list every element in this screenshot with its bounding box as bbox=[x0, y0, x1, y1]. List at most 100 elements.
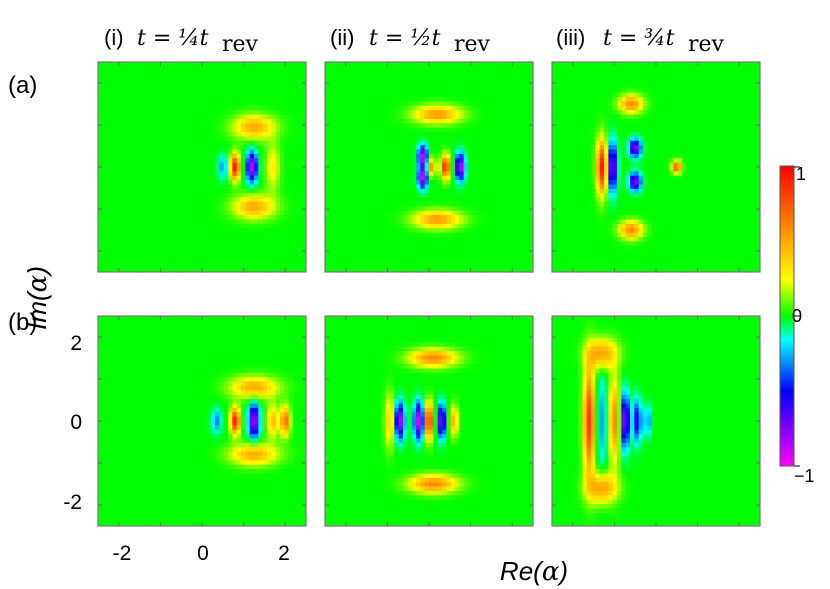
heatmap-cell bbox=[167, 263, 173, 269]
heatmap-cell bbox=[176, 180, 181, 186]
heatmap-cell bbox=[346, 97, 352, 102]
heatmap-cell bbox=[463, 188, 469, 194]
heatmap-cell bbox=[232, 215, 238, 221]
heatmap-cell bbox=[725, 70, 731, 76]
heatmap-cell bbox=[463, 193, 469, 199]
heatmap-cell bbox=[433, 206, 439, 212]
heatmap-cell bbox=[197, 237, 203, 242]
heatmap-cell bbox=[111, 184, 116, 190]
heatmap-cell bbox=[429, 171, 434, 177]
heatmap-cell bbox=[245, 62, 251, 67]
heatmap-cell bbox=[145, 219, 151, 225]
heatmap-cell bbox=[481, 197, 486, 203]
heatmap-cell bbox=[111, 263, 116, 269]
heatmap-cell bbox=[651, 70, 657, 76]
heatmap-cell bbox=[511, 136, 517, 142]
heatmap-cell bbox=[528, 153, 534, 159]
heatmap-cell bbox=[498, 88, 504, 94]
heatmap-cell bbox=[420, 175, 426, 181]
heatmap-cell bbox=[485, 254, 491, 260]
heatmap-cell bbox=[437, 105, 443, 111]
heatmap-cell bbox=[163, 88, 168, 94]
heatmap-cell bbox=[450, 258, 456, 264]
heatmap-cell bbox=[385, 188, 391, 194]
heatmap-cell bbox=[617, 66, 622, 72]
heatmap-cell bbox=[669, 70, 674, 76]
heatmap-cell bbox=[433, 210, 439, 216]
heatmap-cell bbox=[450, 123, 456, 129]
heatmap-cell bbox=[625, 83, 631, 89]
heatmap-cell bbox=[368, 110, 374, 116]
heatmap-cell bbox=[528, 263, 534, 269]
heatmap-cell bbox=[394, 188, 400, 194]
heatmap-cell bbox=[184, 202, 190, 207]
heatmap-cell bbox=[132, 197, 138, 203]
heatmap-cell bbox=[494, 136, 499, 142]
heatmap-cell bbox=[377, 180, 382, 186]
heatmap-cell bbox=[390, 197, 395, 203]
heatmap-cell bbox=[275, 153, 281, 159]
heatmap-cell bbox=[528, 184, 534, 190]
heatmap-cell bbox=[455, 66, 460, 72]
heatmap-cell bbox=[630, 66, 635, 72]
heatmap-cell bbox=[98, 62, 103, 67]
heatmap-cell bbox=[124, 136, 129, 142]
heatmap-cell bbox=[346, 258, 352, 264]
heatmap-cell bbox=[171, 83, 177, 89]
heatmap-cell bbox=[215, 197, 220, 203]
heatmap-cell bbox=[459, 123, 465, 129]
heatmap-cell bbox=[390, 83, 395, 89]
heatmap-cell bbox=[433, 127, 439, 133]
heatmap-cell bbox=[210, 232, 216, 238]
heatmap-cell bbox=[472, 136, 478, 142]
heatmap-cell bbox=[288, 197, 294, 203]
heatmap-cell bbox=[167, 258, 173, 264]
heatmap-cell bbox=[520, 140, 525, 146]
heatmap-cell bbox=[171, 245, 177, 251]
heatmap-cell bbox=[433, 153, 439, 159]
heatmap-cell bbox=[390, 158, 395, 164]
heatmap-cell bbox=[472, 123, 478, 129]
heatmap-cell bbox=[202, 97, 207, 102]
heatmap-cell bbox=[132, 184, 138, 190]
heatmap-cell bbox=[245, 101, 251, 107]
heatmap-cell bbox=[267, 184, 272, 190]
heatmap-cell bbox=[489, 250, 495, 256]
heatmap-cell bbox=[297, 241, 303, 247]
heatmap-cell bbox=[124, 75, 129, 81]
heatmap-cell bbox=[119, 245, 125, 251]
heatmap-cell bbox=[167, 83, 173, 89]
heatmap-cell bbox=[729, 79, 735, 85]
heatmap-cell bbox=[511, 232, 517, 238]
heatmap-cell bbox=[468, 237, 473, 242]
heatmap-cell bbox=[578, 88, 583, 94]
heatmap-cell bbox=[472, 267, 478, 273]
heatmap-cell bbox=[184, 254, 190, 260]
heatmap-cell bbox=[206, 210, 212, 216]
heatmap-cell bbox=[364, 188, 369, 194]
heatmap-cell bbox=[498, 167, 504, 172]
heatmap-cell bbox=[241, 136, 246, 142]
heatmap-cell bbox=[228, 232, 233, 238]
heatmap-cell bbox=[280, 263, 285, 269]
heatmap-cell bbox=[463, 92, 469, 98]
heatmap-cell bbox=[394, 223, 400, 229]
heatmap-cell bbox=[325, 140, 330, 146]
heatmap-cell bbox=[377, 110, 382, 116]
heatmap-cell bbox=[249, 171, 255, 177]
heatmap-cell bbox=[377, 171, 382, 177]
heatmap-cell bbox=[485, 237, 491, 242]
heatmap-cell bbox=[232, 123, 238, 129]
heatmap-cell bbox=[254, 232, 259, 238]
heatmap-cell bbox=[511, 206, 517, 212]
heatmap-cell bbox=[145, 254, 151, 260]
heatmap-cell bbox=[528, 88, 534, 94]
heatmap-cell bbox=[734, 88, 739, 94]
heatmap-cell bbox=[254, 263, 259, 269]
heatmap-cell bbox=[219, 66, 225, 72]
heatmap-cell bbox=[459, 149, 465, 155]
heatmap-cell bbox=[364, 97, 369, 102]
heatmap-cell bbox=[106, 132, 112, 137]
heatmap-cell bbox=[394, 123, 400, 129]
heatmap-cell bbox=[167, 105, 173, 111]
